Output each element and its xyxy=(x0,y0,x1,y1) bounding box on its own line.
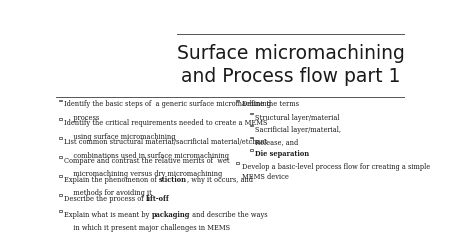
Text: using surface micromachining: using surface micromachining xyxy=(67,132,175,140)
Bar xyxy=(59,100,62,102)
Text: Release, and: Release, and xyxy=(255,137,298,145)
Text: combinations used in surface micromachining: combinations used in surface micromachin… xyxy=(67,151,229,159)
Text: packaging: packaging xyxy=(152,210,190,218)
Bar xyxy=(59,156,62,159)
Text: Die separation: Die separation xyxy=(255,149,309,157)
Bar xyxy=(250,137,253,139)
Text: micromachining versus dry micromachining: micromachining versus dry micromachining xyxy=(67,170,222,178)
Text: methods for avoiding it: methods for avoiding it xyxy=(67,188,152,197)
Text: Compare and contrast the relative merits of  wet: Compare and contrast the relative merits… xyxy=(64,156,230,165)
Bar xyxy=(59,194,62,196)
Text: Develop a basic-level process flow for creating a simple
MEMS device: Develop a basic-level process flow for c… xyxy=(242,162,430,180)
Bar xyxy=(250,125,253,127)
Text: Define the terms: Define the terms xyxy=(242,100,299,108)
Bar xyxy=(250,149,253,151)
Text: Explain the phenomenon of: Explain the phenomenon of xyxy=(64,175,159,183)
Bar xyxy=(59,210,62,212)
Text: Describe the process of: Describe the process of xyxy=(64,194,146,202)
Bar xyxy=(59,175,62,177)
Text: Explain what is meant by: Explain what is meant by xyxy=(64,210,152,218)
Text: Identify the basic steps of  a generic surface micromachining: Identify the basic steps of a generic su… xyxy=(64,100,271,108)
Text: Structural layer/material: Structural layer/material xyxy=(255,113,340,121)
Text: process: process xyxy=(67,113,99,121)
Text: and describe the ways: and describe the ways xyxy=(190,210,268,218)
Text: , why it occurs, and: , why it occurs, and xyxy=(187,175,253,183)
Text: stiction: stiction xyxy=(159,175,187,183)
Text: lift-off: lift-off xyxy=(146,194,170,202)
Text: List common structural material/sacrificial material/etchant: List common structural material/sacrific… xyxy=(64,138,268,146)
Bar xyxy=(59,119,62,121)
Text: in which it present major challenges in MEMS: in which it present major challenges in … xyxy=(67,223,230,231)
Bar xyxy=(236,162,239,164)
Text: Surface micromachining
and Process flow part 1: Surface micromachining and Process flow … xyxy=(177,44,405,86)
Text: Sacrificial layer/material,: Sacrificial layer/material, xyxy=(255,125,341,133)
Bar xyxy=(250,113,253,115)
Bar xyxy=(236,100,239,102)
Bar xyxy=(59,138,62,140)
Text: Identify the critical requirements needed to create a MEMS: Identify the critical requirements neede… xyxy=(64,119,268,127)
